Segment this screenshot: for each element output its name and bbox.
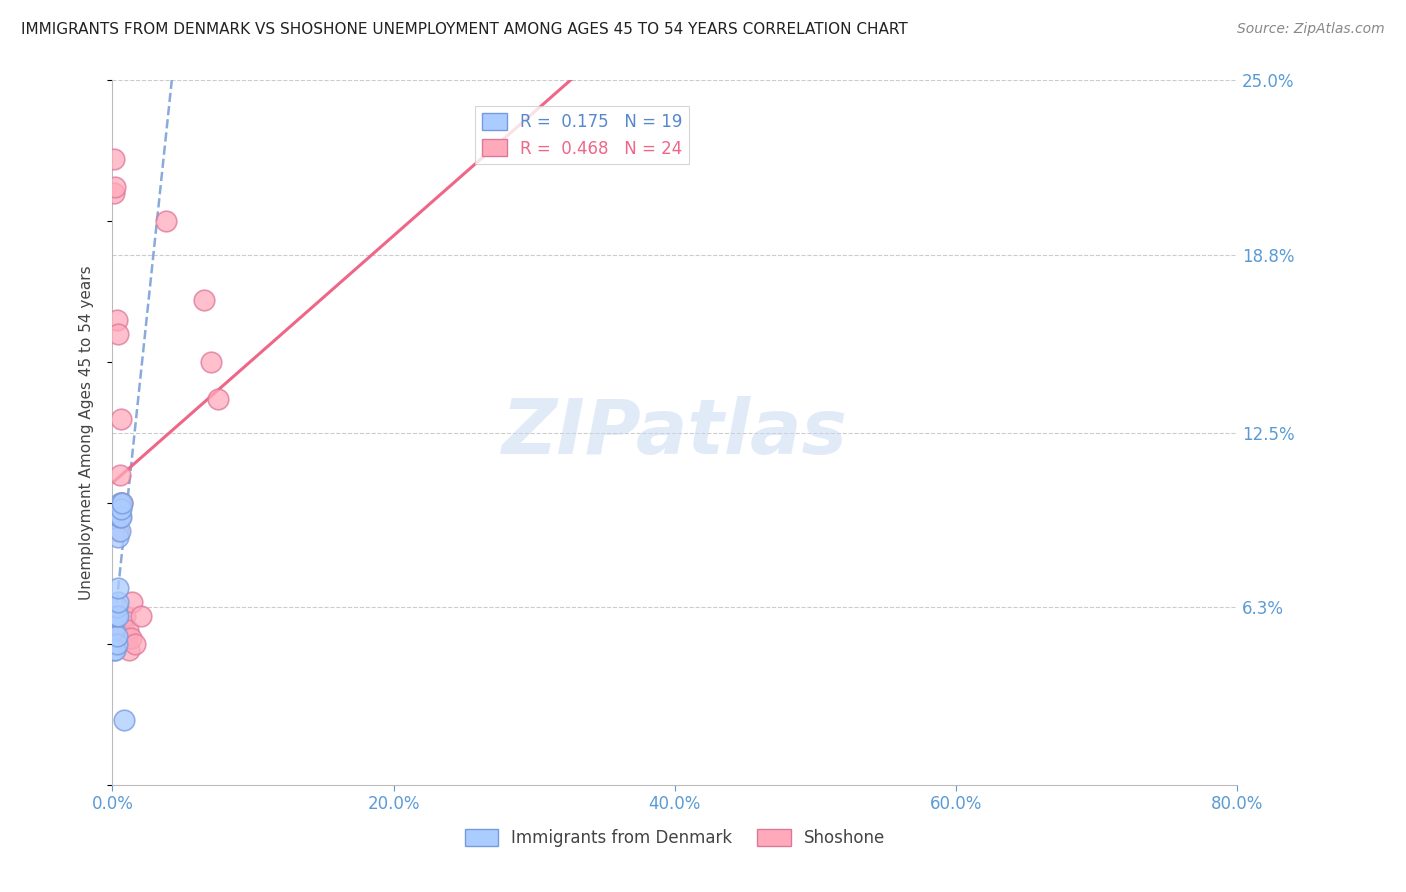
Point [108,496,131,510]
Point [107,524,129,539]
Point [117,623,139,637]
Point [103,152,125,166]
Text: IMMIGRANTS FROM DENMARK VS SHOSHONE UNEMPLOYMENT AMONG AGES 45 TO 54 YEARS CORRE: IMMIGRANTS FROM DENMARK VS SHOSHONE UNEM… [21,22,908,37]
Point [105,600,128,615]
Point [110,411,132,425]
Point [104,642,127,657]
Point [121,595,143,609]
Point [110,496,132,510]
Point [103,642,125,657]
Point [108,510,131,524]
Y-axis label: Unemployment Among Ages 45 to 54 years: Unemployment Among Ages 45 to 54 years [79,265,94,600]
Point [105,629,128,643]
Point [107,326,129,341]
Point [103,623,125,637]
Point [104,608,127,623]
Point [207,392,229,406]
Point [129,608,152,623]
Point [115,632,138,646]
Point [112,713,135,727]
Text: Source: ZipAtlas.com: Source: ZipAtlas.com [1237,22,1385,37]
Point [114,608,136,623]
Point [107,581,129,595]
Point [103,186,125,200]
Point [108,510,131,524]
Point [200,355,222,369]
Point [111,496,134,510]
Point [108,467,131,482]
Point [155,214,177,228]
Text: ZIPatlas: ZIPatlas [502,396,848,469]
Point [111,496,134,510]
Point [112,623,135,637]
Point [118,642,141,657]
Point [104,180,127,194]
Point [105,637,128,651]
Point [107,595,129,609]
Point [107,530,129,544]
Point [110,501,132,516]
Point [108,524,131,539]
Legend: Immigrants from Denmark, Shoshone: Immigrants from Denmark, Shoshone [458,822,891,855]
Point [120,632,142,646]
Point [193,293,215,307]
Point [105,313,128,327]
Point [124,637,146,651]
Point [110,510,132,524]
Point [105,608,128,623]
Point [107,608,129,623]
